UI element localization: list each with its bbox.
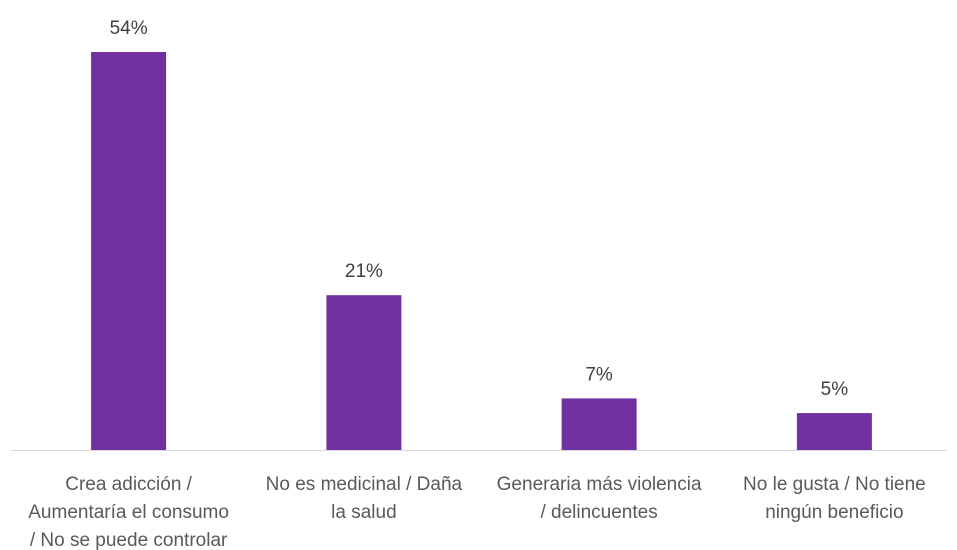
bar-1 (91, 52, 167, 450)
category-label-3: Generaria más violencia / delincuentes (497, 474, 702, 523)
value-label-4: 5% (821, 379, 849, 400)
category-labels-group: Crea adicción / Aumentaría el consumo / No… (28, 474, 925, 550)
value-labels-group: 54% 21% 7% 5% (110, 18, 849, 400)
category-label-line: Aumentaría el consumo (28, 502, 229, 523)
category-label-line: ningún beneficio (765, 502, 903, 523)
category-label-line: / delincuentes (540, 502, 657, 523)
category-label-4: No le gusta / No tiene ningún beneficio (743, 474, 926, 523)
category-label-1: Crea adicción / Aumentaría el consumo / No… (28, 474, 229, 550)
category-label-2: No es medicinal / Daña la salud (266, 474, 463, 523)
category-label-line: Generaria más violencia (497, 474, 702, 495)
category-label-line: la salud (331, 502, 397, 523)
category-label-line: No es medicinal / Daña (266, 474, 463, 495)
bar-2 (326, 295, 402, 450)
bars-group (91, 52, 872, 450)
category-label-line: / No se puede controlar (30, 530, 228, 550)
value-label-3: 7% (585, 364, 613, 385)
category-label-line: No le gusta / No tiene (743, 474, 926, 495)
value-label-2: 21% (345, 261, 383, 282)
value-label-1: 54% (110, 18, 148, 39)
bar-4 (796, 413, 872, 450)
category-label-line: Crea adicción / (65, 474, 192, 495)
bar-3 (561, 398, 637, 450)
